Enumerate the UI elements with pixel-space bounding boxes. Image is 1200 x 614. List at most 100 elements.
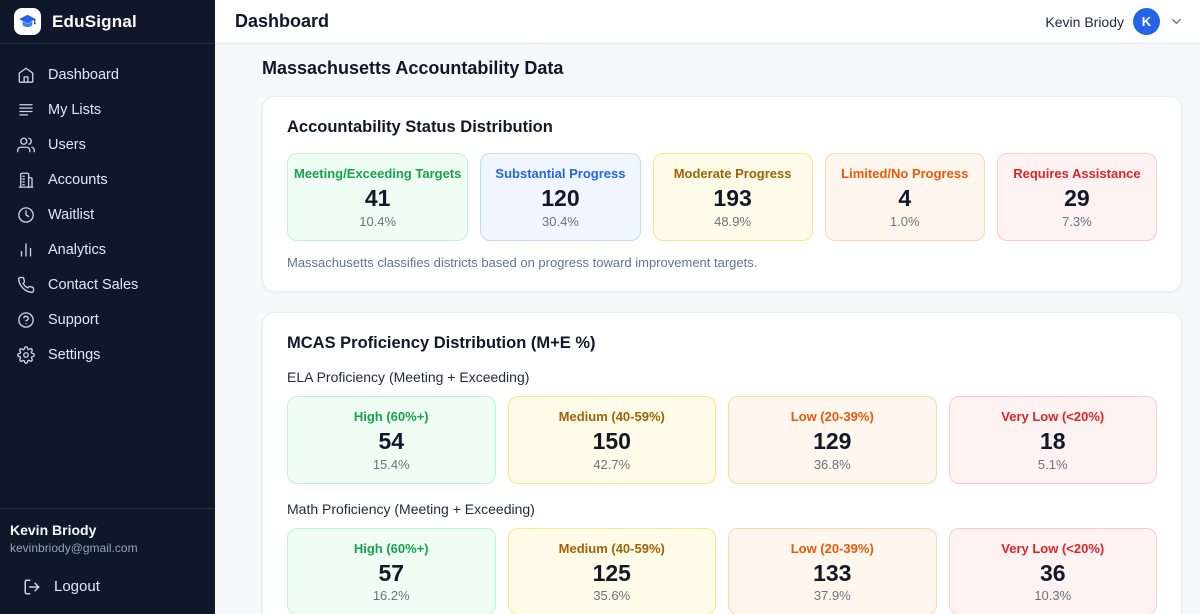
stat-value: 36 [1039, 559, 1066, 586]
clock-icon [16, 205, 35, 224]
page-title: Massachusetts Accountability Data [262, 58, 564, 78]
stat-box-high-60: High (60%+) 54 15.4% [287, 395, 496, 484]
sidebar-item-label: Support [48, 311, 99, 328]
stat-box-very-low-20: Very Low (<20%) 36 10.3% [948, 527, 1157, 614]
stat-box-low-20-39: Low (20-39%) 129 36.8% [728, 395, 937, 484]
logout-icon [22, 577, 41, 596]
sidebar-footer: Kevin Briody kevinbriody@gmail.com Logou… [0, 508, 215, 614]
stat-box-substantial-progress: Substantial Progress 120 30.4% [480, 153, 641, 241]
stat-pct: 48.9% [714, 213, 752, 229]
topbar: Dashboard Kevin Briody K [215, 0, 1200, 44]
stat-box-medium-40-59: Medium (40-59%) 150 42.7% [507, 395, 716, 484]
users-icon [16, 135, 35, 154]
sidebar: EduSignal Dashboard My Lists Users Accounts… [0, 0, 215, 614]
stat-pct: 36.8% [813, 456, 851, 472]
stat-value: 57 [378, 559, 405, 586]
logout-label: Logout [54, 578, 100, 595]
sidebar-item-label: Contact Sales [48, 276, 139, 293]
stat-pct: 5.1% [1037, 456, 1068, 472]
stat-pct: 15.4% [372, 456, 410, 472]
accountability-status-card: Accountability Status Distribution Meeti… [262, 96, 1182, 292]
chevron-down-icon [1169, 14, 1184, 29]
mcas-section-math-proficiency-meeting-exceeding: Math Proficiency (Meeting + Exceeding) Hi… [287, 501, 1157, 614]
avatar: K [1133, 8, 1160, 35]
mcas-section-title: Math Proficiency (Meeting + Exceeding) [287, 500, 535, 517]
status-card-caption: Massachusetts classifies districts based… [287, 254, 758, 270]
home-icon [16, 65, 35, 84]
stat-pct: 16.2% [372, 588, 410, 604]
stat-value: 129 [813, 427, 852, 454]
mcas-stats-grid: High (60%+) 57 16.2% Medium (40-59%) 125 35.6… [287, 527, 1157, 614]
sidebar-item-label: My Lists [48, 101, 102, 118]
mcas-stats-grid: High (60%+) 54 15.4% Medium (40-59%) 150 42.7… [287, 395, 1157, 484]
stat-box-very-low-20: Very Low (<20%) 18 5.1% [948, 395, 1157, 484]
stat-value: 120 [541, 185, 580, 211]
stat-pct: 1.0% [889, 213, 920, 229]
stat-pct: 30.4% [542, 213, 579, 229]
gear-icon [16, 345, 35, 364]
stat-label: Limited/No Progress [841, 166, 969, 181]
stat-pct: 37.9% [813, 588, 851, 604]
sidebar-user-email: kevinbriody@gmail.com [10, 541, 138, 555]
stat-label: High (60%+) [353, 408, 429, 424]
sidebar-item-users[interactable]: Users [0, 127, 215, 162]
sidebar-item-my-lists[interactable]: My Lists [0, 92, 215, 127]
sidebar-item-support[interactable]: Support [0, 302, 215, 337]
sidebar-item-settings[interactable]: Settings [0, 337, 215, 372]
stat-label: Medium (40-59%) [558, 540, 665, 556]
edusignal-logo-icon [14, 8, 41, 35]
phone-icon [16, 275, 35, 294]
mcas-section-ela-proficiency-meeting-exceeding: ELA Proficiency (Meeting + Exceeding) Hig… [287, 369, 1157, 484]
stat-box-requires-assistance: Requires Assistance 29 7.3% [996, 153, 1157, 241]
sidebar-item-label: Settings [48, 346, 101, 363]
bar-chart-icon [16, 240, 35, 259]
help-circle-icon [16, 310, 35, 329]
sidebar-nav: Dashboard My Lists Users Accounts Waitlist An… [0, 44, 215, 508]
stat-label: Requires Assistance [1013, 166, 1141, 181]
sidebar-item-analytics[interactable]: Analytics [0, 232, 215, 267]
sidebar-item-accounts[interactable]: Accounts [0, 162, 215, 197]
stat-label: Very Low (<20%) [1001, 408, 1105, 424]
sidebar-user-name: Kevin Briody [10, 522, 97, 538]
stat-box-limited-no-progress: Limited/No Progress 4 1.0% [824, 153, 985, 241]
sidebar-item-dashboard[interactable]: Dashboard [0, 57, 215, 92]
stat-label: Substantial Progress [495, 166, 626, 181]
brand-name: EduSignal [52, 11, 137, 31]
topbar-user-name: Kevin Briody [1045, 13, 1124, 30]
user-menu[interactable]: Kevin Briody K [1045, 8, 1184, 35]
stat-label: Very Low (<20%) [1001, 540, 1105, 556]
mcas-card-title: MCAS Proficiency Distribution (M+E %) [287, 333, 596, 352]
stat-pct: 35.6% [593, 588, 631, 604]
stat-value: 29 [1064, 185, 1090, 211]
building-icon [16, 170, 35, 189]
list-icon [16, 100, 35, 119]
stat-label: Moderate Progress [673, 166, 792, 181]
stat-value: 193 [713, 185, 752, 211]
stat-value: 54 [378, 427, 405, 454]
sidebar-item-label: Users [48, 136, 86, 153]
stat-value: 125 [592, 559, 631, 586]
sidebar-item-label: Dashboard [48, 66, 119, 83]
sidebar-item-label: Analytics [48, 241, 107, 258]
page-content: Massachusetts Accountability Data Accoun… [215, 44, 1200, 614]
stat-box-moderate-progress: Moderate Progress 193 48.9% [652, 153, 813, 241]
stat-box-meeting-exceeding-targets: Meeting/Exceeding Targets 41 10.4% [287, 153, 469, 241]
stat-value: 150 [592, 427, 631, 454]
stat-pct: 10.4% [359, 213, 397, 229]
sidebar-item-waitlist[interactable]: Waitlist [0, 197, 215, 232]
logout-button[interactable]: Logout [10, 571, 205, 602]
stat-value: 133 [813, 559, 852, 586]
status-stats-grid: Meeting/Exceeding Targets 41 10.4% Substant… [287, 153, 1157, 241]
mcas-sections: ELA Proficiency (Meeting + Exceeding) Hig… [287, 369, 1157, 614]
stat-label: High (60%+) [353, 540, 429, 556]
stat-pct: 10.3% [1034, 588, 1072, 604]
stat-value: 18 [1039, 427, 1066, 454]
sidebar-item-contact-sales[interactable]: Contact Sales [0, 267, 215, 302]
mcas-section-title: ELA Proficiency (Meeting + Exceeding) [287, 368, 530, 385]
topbar-title: Dashboard [235, 11, 330, 31]
stat-label: Medium (40-59%) [558, 408, 665, 424]
sidebar-item-label: Waitlist [48, 206, 95, 223]
stat-value: 41 [364, 185, 391, 211]
stat-label: Low (20-39%) [790, 540, 874, 556]
